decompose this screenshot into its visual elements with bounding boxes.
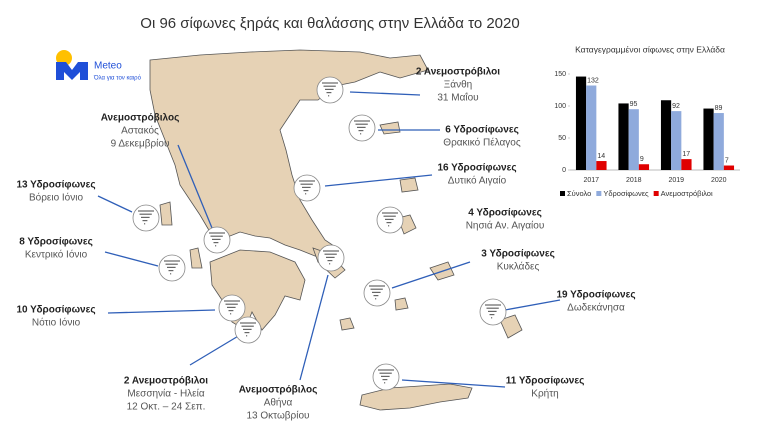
data-label: 95 bbox=[630, 101, 638, 108]
bar bbox=[723, 165, 735, 170]
bar bbox=[638, 164, 650, 170]
bar bbox=[671, 111, 682, 170]
tornado-icon bbox=[132, 204, 160, 232]
data-label: 9 bbox=[640, 156, 644, 163]
data-label: 92 bbox=[672, 103, 680, 110]
x-tick-label: 2020 bbox=[711, 177, 727, 184]
annotation-date: 9 Δεκεμβρίου bbox=[111, 138, 170, 150]
annotation-place: Αθήνα bbox=[264, 397, 293, 409]
logo: Meteo Όλα για τον καιρό bbox=[56, 50, 142, 82]
data-label: 7 bbox=[725, 157, 729, 164]
annotation-place: Μεσσηνία - Ηλεία bbox=[127, 388, 204, 400]
leader-line bbox=[189, 334, 241, 366]
y-tick-label: 0 bbox=[562, 167, 566, 174]
bar bbox=[596, 161, 607, 170]
annotation-place: Κυκλάδες bbox=[497, 261, 540, 273]
annotation-headline: 4 Υδροσίφωνες bbox=[468, 208, 542, 219]
tornado-icon bbox=[203, 226, 231, 254]
x-tick-label: 2018 bbox=[626, 177, 642, 184]
legend-swatch bbox=[596, 191, 602, 196]
leader-line bbox=[391, 261, 471, 289]
leader-line bbox=[177, 144, 213, 229]
bar bbox=[618, 103, 629, 170]
data-label: 17 bbox=[682, 151, 690, 158]
annotation-headline: 8 Υδροσίφωνες bbox=[19, 237, 93, 248]
bar bbox=[660, 100, 672, 170]
legend-label: Σύνολο bbox=[567, 189, 591, 198]
x-tick-label: 2019 bbox=[668, 177, 684, 184]
bar bbox=[586, 85, 597, 170]
logo-name: Meteo bbox=[94, 61, 122, 72]
annotation-headline: 10 Υδροσίφωνες bbox=[16, 305, 95, 316]
data-label: 89 bbox=[715, 105, 723, 112]
annotation-headline: 19 Υδροσίφωνες bbox=[556, 290, 635, 301]
y-tick-label: 150 bbox=[554, 71, 566, 78]
annotation-place: Δωδεκάνησα bbox=[567, 302, 625, 314]
data-label: 132 bbox=[587, 77, 599, 84]
bar bbox=[713, 113, 724, 170]
data-label: 14 bbox=[597, 153, 605, 160]
annotation-headline: 13 Υδροσίφωνες bbox=[16, 180, 95, 191]
leader-line bbox=[104, 251, 159, 267]
annotation-place: Νότιο Ιόνιο bbox=[32, 317, 81, 329]
tornado-icon bbox=[376, 206, 404, 234]
legend-swatch bbox=[560, 191, 565, 196]
bar bbox=[628, 109, 639, 170]
chart-title: Καταγεγραμμένοι σίφωνες στην Ελλάδα bbox=[575, 44, 725, 54]
leader-line bbox=[504, 299, 561, 311]
annotation-headline: 11 Υδροσίφωνες bbox=[506, 376, 585, 387]
leader-line bbox=[349, 91, 421, 96]
annotation-headline: Ανεμοστρόβιλος bbox=[239, 385, 318, 396]
legend-swatch bbox=[653, 191, 659, 196]
annotation-place: Δυτικό Αιγαίο bbox=[448, 175, 507, 187]
bar bbox=[681, 159, 692, 170]
annotation-headline: 2 Ανεμοστρόβιλοι bbox=[416, 67, 500, 78]
annotation-date: 31 Μαΐου bbox=[437, 92, 478, 104]
annotation-place: Βόρειο Ιόνιο bbox=[29, 192, 84, 204]
annotation-date: 13 Οκτωβρίου bbox=[247, 410, 310, 422]
bar-chart: Καταγεγραμμένοι σίφωνες στην Ελλάδα 0 50 1… bbox=[554, 44, 740, 198]
page-title: Οι 96 σίφωνες ξηράς και θαλάσσης στην Ελ… bbox=[140, 15, 519, 32]
logo-slogan: Όλα για τον καιρό bbox=[93, 75, 142, 82]
annotation-headline: 6 Υδροσίφωνες bbox=[445, 125, 519, 136]
annotation-headline: 2 Ανεμοστρόβιλοι bbox=[124, 376, 208, 387]
annotation-date: 12 Οκτ. – 24 Σεπ. bbox=[127, 402, 206, 413]
annotation-place: Κρήτη bbox=[531, 388, 558, 400]
y-tick-label: 100 bbox=[554, 103, 566, 110]
bar bbox=[703, 108, 714, 170]
leader-line bbox=[299, 274, 329, 381]
bar bbox=[575, 76, 587, 170]
annotation-headline: Ανεμοστρόβιλος bbox=[101, 113, 180, 124]
annotation-place: Θρακικό Πέλαγος bbox=[443, 137, 521, 149]
annotation-place: Νησιά Αν. Αιγαίου bbox=[466, 220, 545, 232]
annotation-place: Κεντρικό Ιόνιο bbox=[25, 249, 88, 261]
annotation-place: Ξάνθη bbox=[444, 79, 472, 91]
annotation-headline: 3 Υδροσίφωνες bbox=[481, 249, 555, 260]
legend-label: Ανεμοστρόβιλοι bbox=[661, 189, 713, 198]
leader-line bbox=[401, 379, 506, 388]
legend-label: Υδροσίφωνες bbox=[603, 189, 649, 198]
x-tick-label: 2017 bbox=[583, 177, 599, 184]
tornado-icon bbox=[293, 174, 321, 202]
y-tick-label: 50 bbox=[558, 135, 566, 142]
leader-line bbox=[107, 309, 216, 314]
annotation-place: Αστακός bbox=[121, 125, 159, 137]
annotation-headline: 16 Υδροσίφωνες bbox=[437, 163, 516, 174]
leader-line bbox=[324, 174, 433, 187]
leader-line bbox=[97, 195, 133, 213]
